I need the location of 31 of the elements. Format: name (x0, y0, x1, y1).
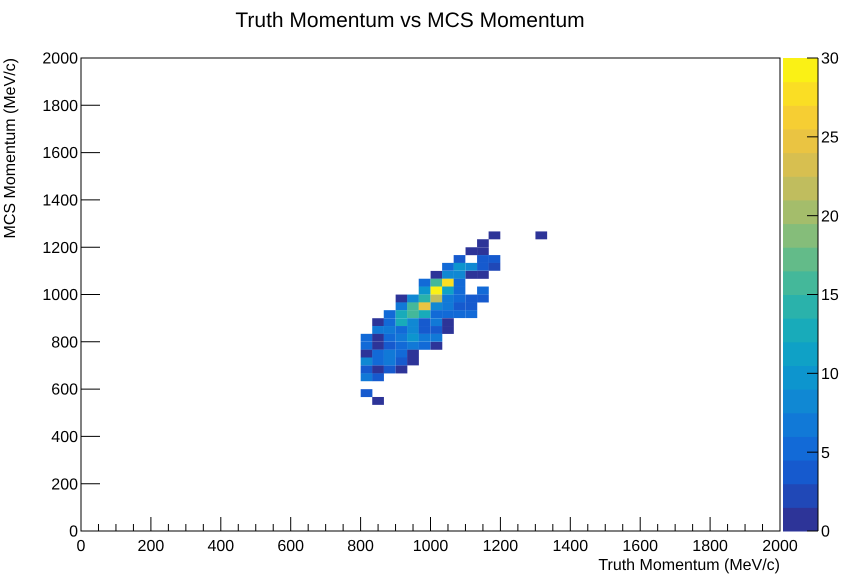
x-tick-label: 1000 (412, 538, 448, 555)
y-tick-label: 1000 (42, 287, 78, 304)
y-tick-label: 1800 (42, 98, 78, 115)
chart-title: Truth Momentum vs MCS Momentum (235, 9, 585, 32)
x-tick-label: 600 (277, 538, 304, 555)
color-bar-label: 5 (821, 444, 830, 462)
y-axis-title: MCS Momentum (MeV/c) (2, 58, 19, 238)
x-tick-label: 800 (347, 538, 374, 555)
y-tick-label: 600 (51, 382, 78, 399)
color-bar-label: 0 (821, 524, 830, 541)
y-tick-label: 0 (69, 524, 78, 541)
x-axis-title: Truth Momentum (MeV/c) (598, 557, 780, 574)
y-tick-label: 1400 (42, 192, 78, 210)
color-bar-label: 20 (821, 208, 839, 226)
y-tick-label: 200 (51, 476, 78, 494)
x-tick-label: 1200 (482, 538, 518, 555)
x-tick-label: 200 (138, 538, 164, 555)
x-tick-label: 1400 (552, 538, 588, 555)
color-bar-label: 15 (821, 287, 839, 304)
y-tick-label: 2000 (42, 50, 78, 68)
y-tick-label: 400 (51, 429, 78, 446)
color-bar-label: 10 (821, 366, 839, 383)
color-bar-label: 25 (821, 129, 839, 146)
x-tick-label: 400 (207, 538, 234, 555)
color-bar-label: 30 (821, 50, 839, 68)
y-tick-label: 800 (51, 334, 78, 352)
y-tick-label: 1600 (42, 145, 78, 162)
y-tick-label: 1200 (42, 240, 78, 257)
x-tick-label: 1800 (692, 538, 728, 555)
x-tick-label: 2000 (762, 538, 798, 555)
x-tick-label: 1600 (622, 538, 658, 555)
